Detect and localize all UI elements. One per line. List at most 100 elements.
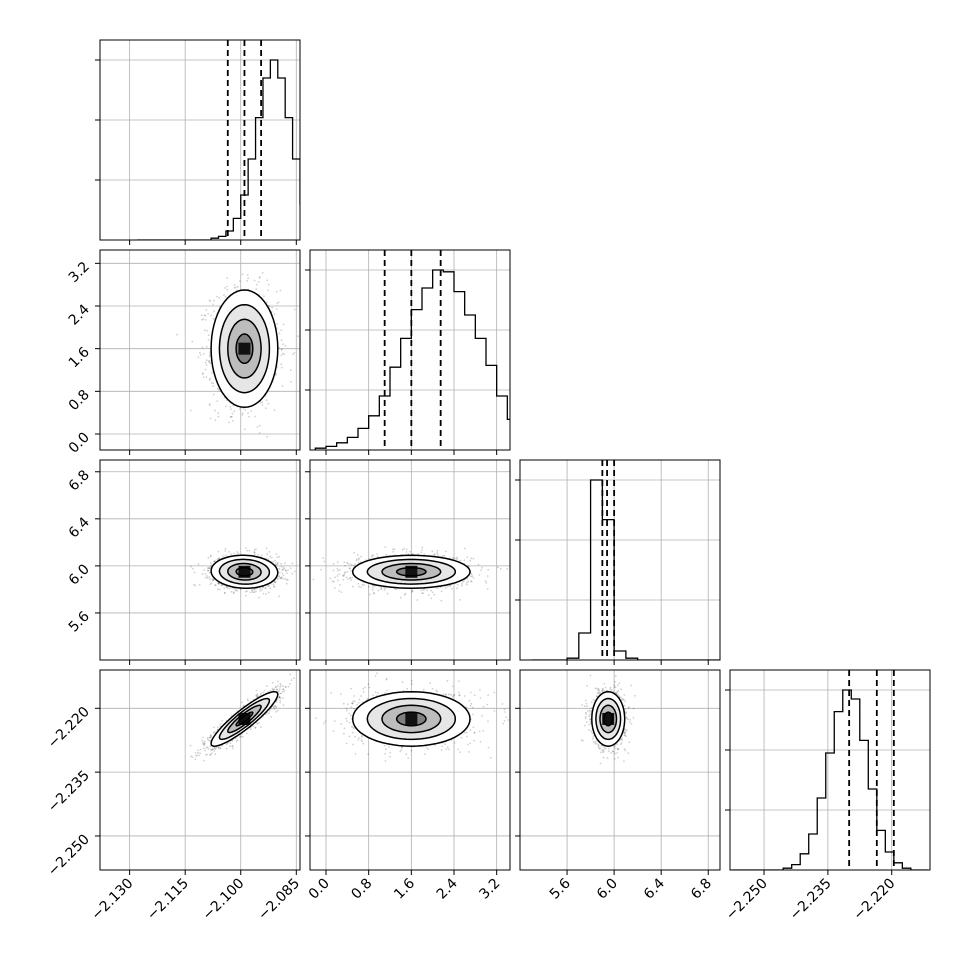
sample-point (280, 576, 283, 579)
sample-point (209, 567, 211, 570)
scatter-panel-1-2 (305, 459, 511, 665)
sample-point (363, 584, 366, 586)
contour-line (381, 562, 442, 581)
sample-point (343, 573, 346, 576)
sample-point (320, 568, 322, 571)
sample-point (393, 548, 396, 551)
sample-point (255, 694, 257, 697)
y-tick-label: 2.4 (66, 301, 93, 328)
sample-point (284, 577, 287, 580)
sample-point (240, 735, 243, 738)
sample-point (420, 551, 423, 554)
sample-point (280, 339, 283, 342)
sample-point (411, 591, 413, 593)
sample-point (225, 405, 227, 408)
sample-point (230, 590, 233, 593)
sample-point (273, 708, 276, 711)
sample-point (251, 589, 254, 591)
sample-point (209, 377, 211, 380)
sample-point (218, 389, 220, 391)
sample-point (201, 346, 204, 349)
sample-point (352, 564, 355, 567)
sample-point (232, 420, 234, 422)
sample-point (212, 579, 214, 582)
sample-point (251, 590, 254, 592)
sample-point (337, 569, 339, 572)
sample-point (466, 581, 468, 584)
sample-point (271, 247, 273, 249)
sample-point (206, 329, 209, 332)
sample-point (449, 585, 452, 587)
contour-line (210, 289, 279, 409)
sample-point (268, 585, 270, 587)
sample-point (205, 364, 208, 366)
sample-point (373, 591, 376, 594)
sample-point (456, 558, 458, 561)
sample-point (342, 574, 345, 577)
sample-point (281, 569, 284, 571)
sample-point (199, 351, 201, 354)
sample-point (405, 551, 408, 553)
sample-point (289, 369, 292, 371)
sample-point (487, 568, 490, 571)
sample-point (260, 554, 263, 557)
sample-point (226, 587, 229, 590)
sample-point (477, 563, 480, 566)
sample-point (417, 553, 420, 555)
sample-point (216, 295, 218, 298)
sample-point (222, 555, 224, 557)
sample-point (253, 588, 256, 591)
sample-point (218, 296, 221, 299)
sample-point (236, 739, 239, 741)
sample-point (231, 415, 233, 418)
sample-point (380, 586, 382, 589)
sample-point (270, 556, 273, 559)
sample-point (290, 381, 292, 383)
sample-point (377, 589, 380, 592)
sample-point (372, 587, 374, 589)
sample-point (265, 399, 268, 402)
sample-point (436, 549, 439, 552)
sample-point (285, 569, 287, 572)
sample-point (472, 577, 475, 579)
sample-point (241, 412, 244, 415)
sample-point (411, 552, 414, 555)
sample-point (451, 587, 453, 590)
sample-point (247, 700, 249, 702)
sample-point (337, 579, 339, 582)
sample-point (231, 739, 234, 742)
sample-point (230, 408, 232, 410)
sample-point (386, 592, 389, 595)
sample-point (279, 577, 281, 580)
sample-point (338, 568, 341, 571)
y-tick-label: 0.0 (66, 430, 93, 457)
sample-point (214, 409, 216, 412)
sample-point (401, 548, 404, 551)
sample-point (212, 385, 215, 387)
sample-point (268, 305, 271, 308)
sample-point (358, 557, 360, 559)
sample-point (280, 349, 283, 351)
sample-point (282, 704, 285, 706)
sample-point (212, 317, 215, 320)
sample-point (227, 421, 230, 424)
sample-point (221, 744, 223, 747)
sample-point (193, 583, 195, 586)
sample-point (274, 581, 276, 584)
sample-point (470, 580, 473, 583)
sample-point (353, 551, 355, 554)
sample-point (255, 288, 258, 291)
sample-point (273, 409, 276, 412)
sample-point (369, 593, 371, 596)
sample-point (433, 593, 436, 596)
sample-point (338, 590, 341, 592)
sample-point (285, 579, 288, 581)
sample-point (478, 574, 481, 576)
sample-point (383, 586, 385, 589)
sample-point (452, 556, 454, 559)
sample-point (202, 372, 205, 374)
sample-point (277, 684, 279, 687)
sample-point (336, 575, 339, 577)
sample-point (256, 587, 258, 590)
sample-point (191, 756, 194, 758)
